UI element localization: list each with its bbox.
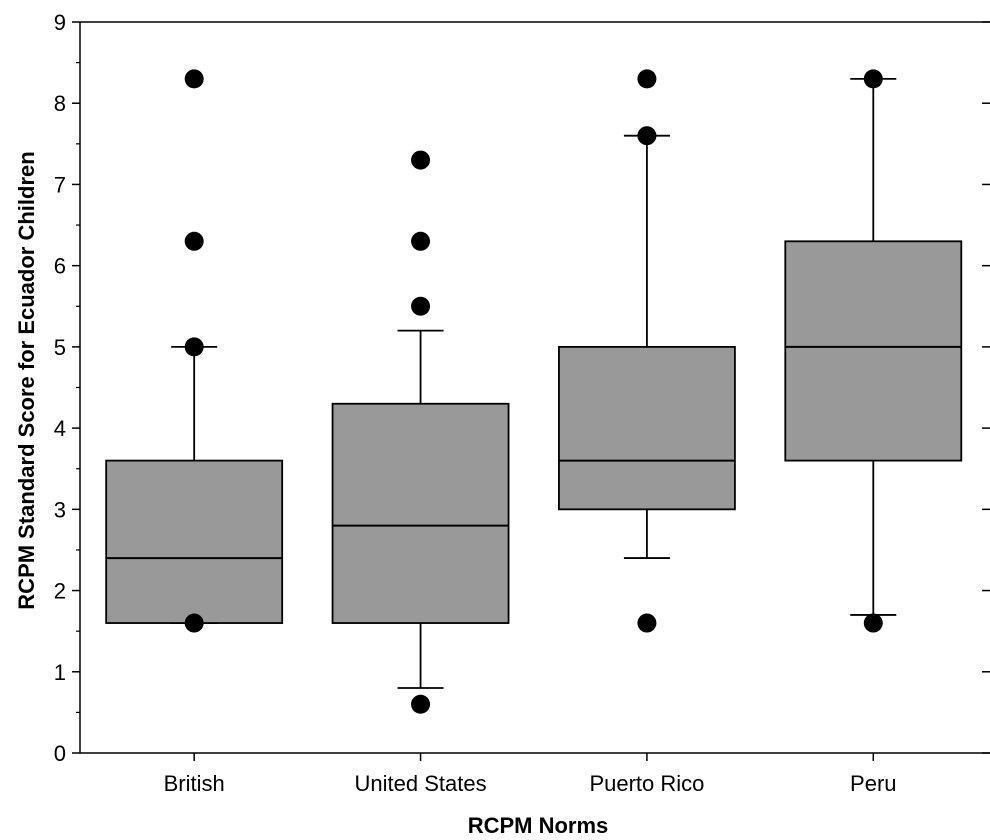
outlier-point (184, 231, 204, 251)
y-tick-label: 8 (54, 91, 66, 116)
outlier-point (637, 126, 657, 146)
y-tick-label: 2 (54, 579, 66, 604)
x-tick-label: Peru (850, 771, 896, 796)
outlier-point (863, 69, 883, 89)
y-axis-title: RCPM Standard Score for Ecuador Children (14, 151, 39, 609)
outlier-point (637, 613, 657, 633)
outlier-point (637, 69, 657, 89)
plot-layer: 0 1 2 3 4 5 6 7 8 9 British United States Puerto Ric… (54, 10, 990, 796)
outlier-point (411, 231, 431, 251)
y-tick-label: 3 (54, 497, 66, 522)
x-tick-label: United States (355, 771, 487, 796)
iqr-box (105, 459, 284, 624)
x-tick-label: Puerto Rico (589, 771, 704, 796)
outlier-point (184, 613, 204, 633)
y-tick-label: 9 (54, 10, 66, 35)
outlier-point (411, 150, 431, 170)
x-tick-label: British (164, 771, 225, 796)
iqr-box (558, 345, 736, 511)
y-tick-label: 4 (54, 416, 66, 441)
y-tick-label: 6 (54, 254, 66, 279)
y-tick-label: 5 (54, 335, 66, 360)
outlier-point (863, 613, 883, 633)
y-tick-label: 7 (54, 172, 66, 197)
iqr-box (331, 402, 510, 624)
outlier-point (184, 69, 204, 89)
y-tick-label: 0 (54, 741, 66, 766)
outlier-point (411, 694, 431, 714)
outlier-point (184, 337, 204, 357)
outlier-point (411, 296, 431, 316)
x-axis-title: RCPM Norms (468, 813, 609, 838)
y-tick-label: 1 (54, 660, 66, 685)
iqr-box (784, 240, 963, 462)
